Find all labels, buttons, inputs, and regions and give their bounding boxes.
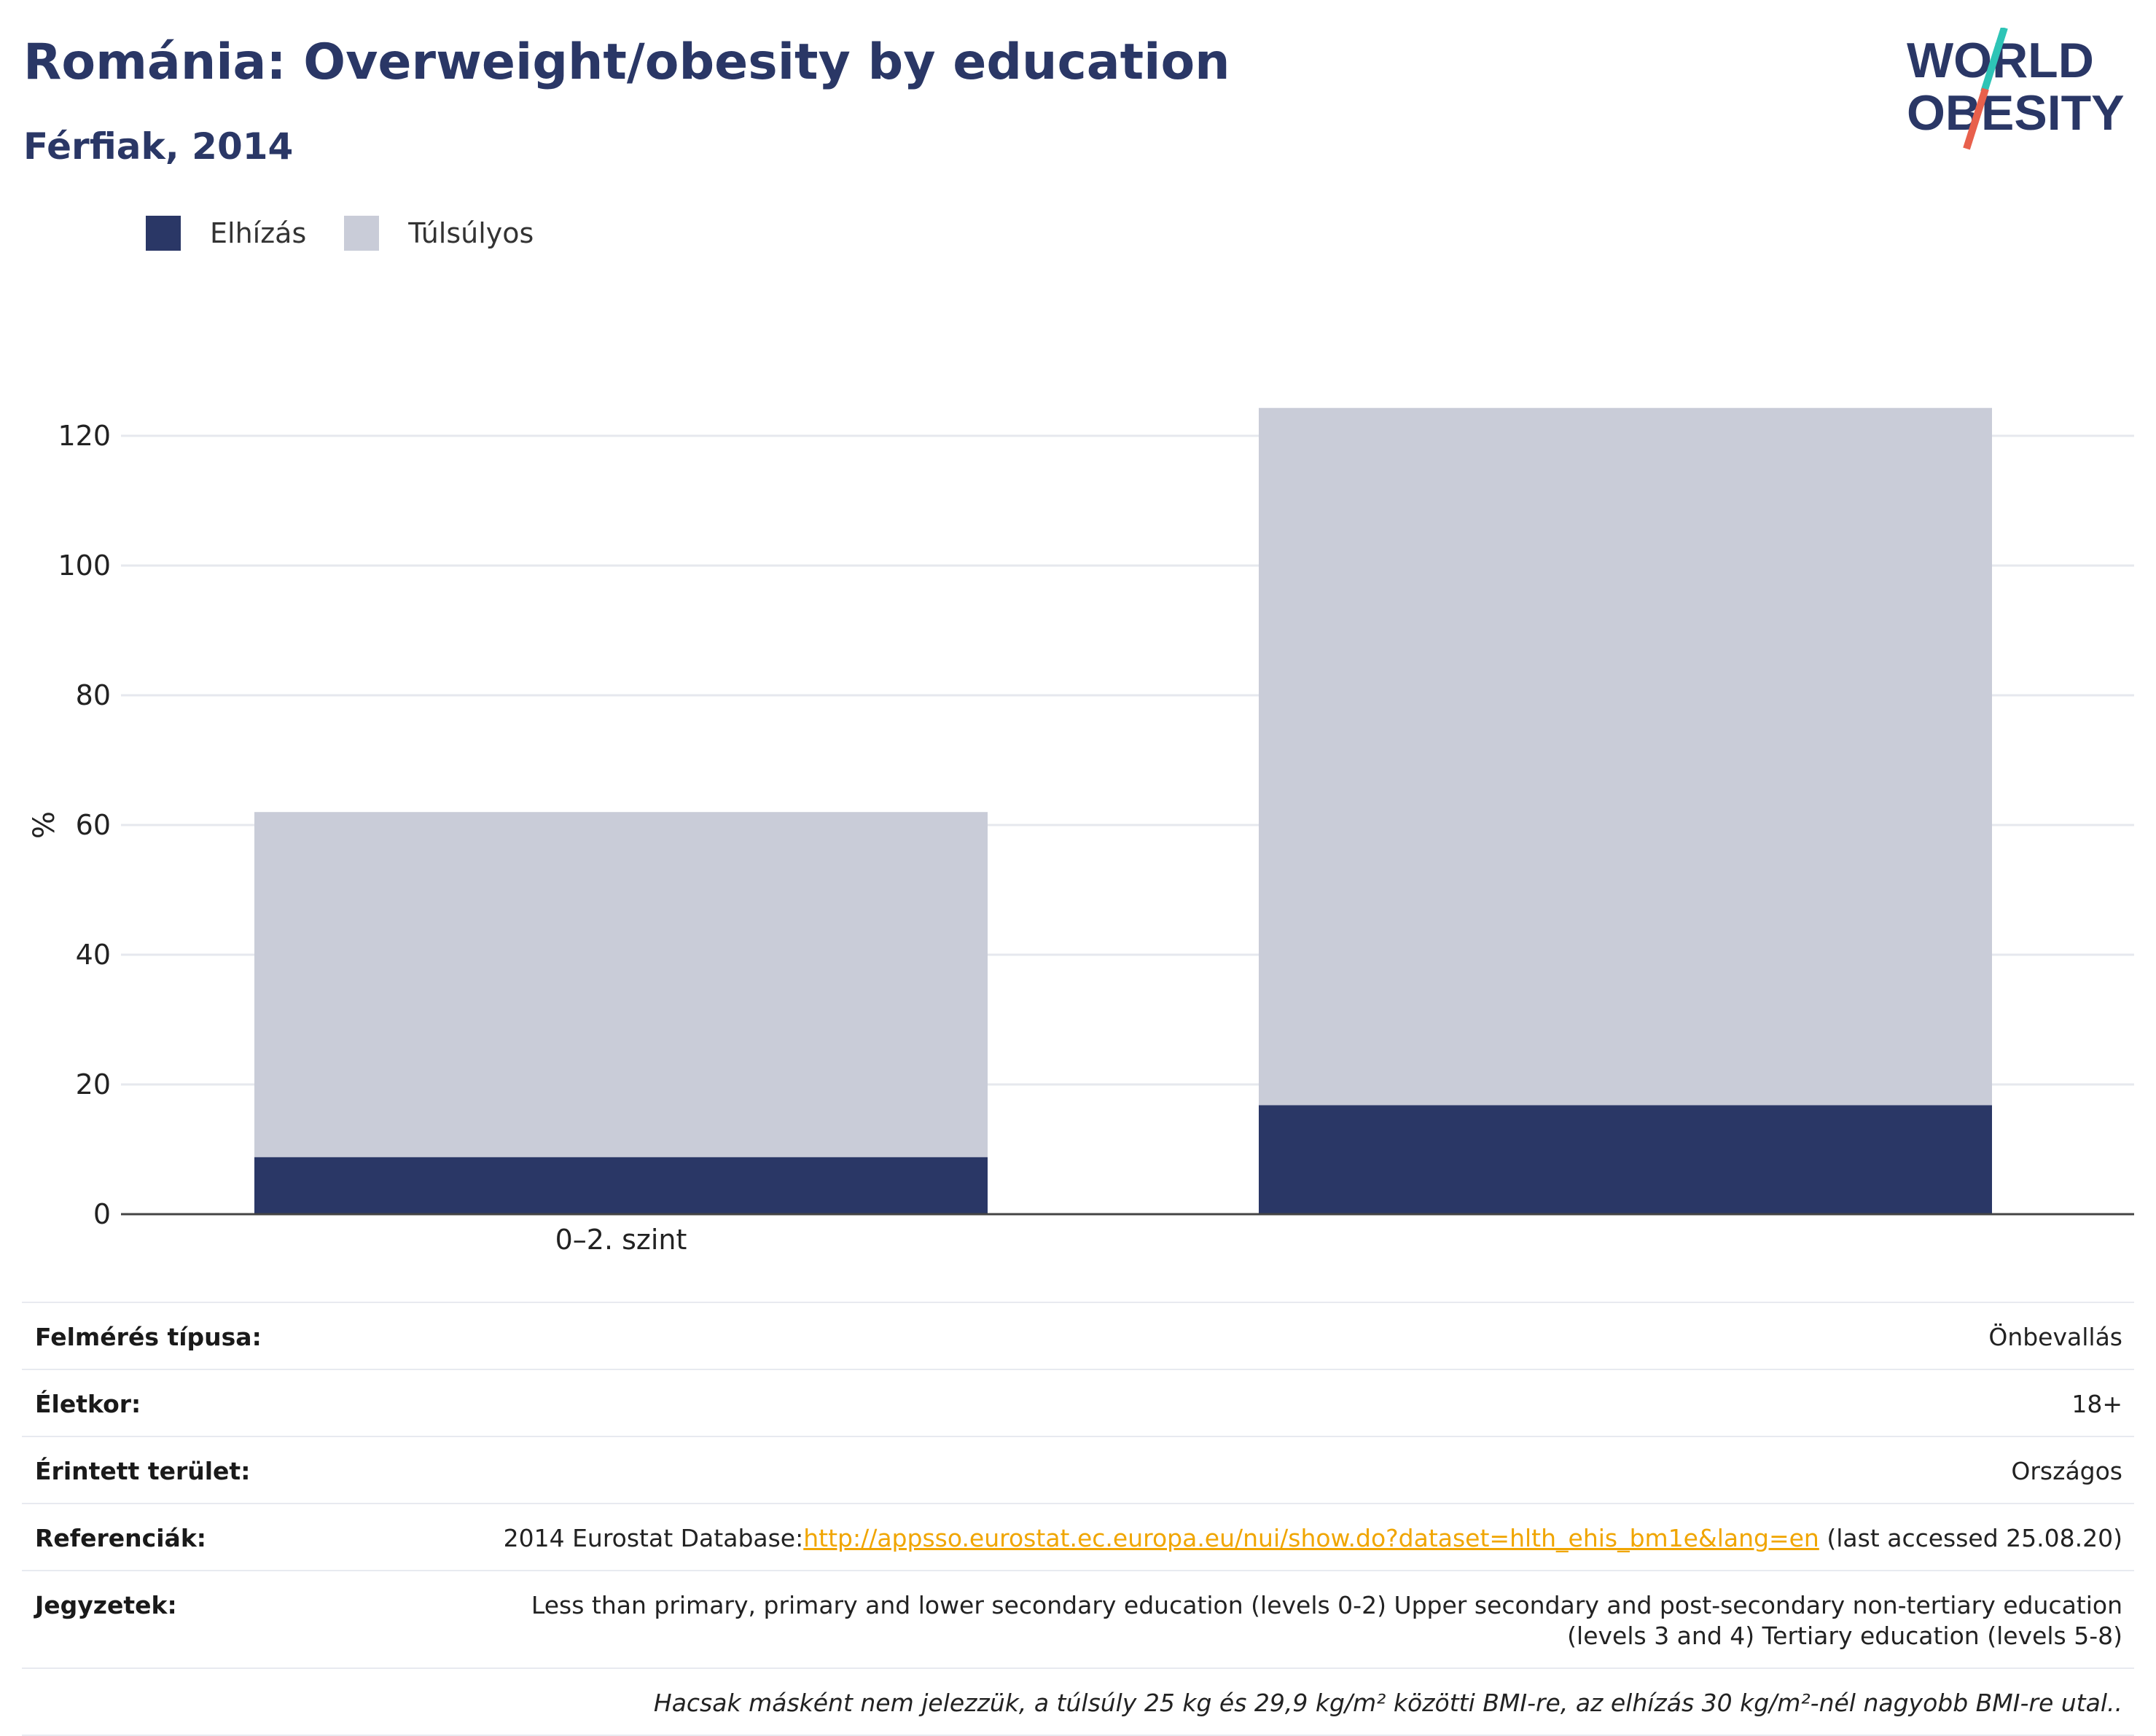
logo-slash-teal <box>1980 28 2008 93</box>
info-row-survey: Felmérés típusa: Önbevallás <box>22 1302 2134 1369</box>
legend-item-obesity[interactable]: Elhízás <box>146 216 306 251</box>
y-tick-label: 80 <box>76 679 111 711</box>
notes-line-1: Less than primary, primary and lower sec… <box>531 1591 2122 1619</box>
references-suffix: (last accessed 25.08.20) <box>1819 1524 2122 1552</box>
bar-overweight-2 <box>1259 407 1992 1106</box>
x-tick-label: 0–2. szint <box>555 1224 687 1256</box>
notes-label: Jegyzetek: <box>35 1591 177 1619</box>
bmi-footnote: Hacsak másként nem jelezzük, a túlsúly 2… <box>653 1689 2122 1717</box>
age-label: Életkor: <box>35 1390 141 1418</box>
legend-swatch-obesity <box>146 216 181 251</box>
legend-item-overweight[interactable]: Túlsúlyos <box>344 216 534 251</box>
logo-slash-coral <box>1963 87 1989 150</box>
notes-line-2: (levels 3 and 4) Tertiary education (lev… <box>1567 1622 2122 1650</box>
age-value: 18+ <box>2071 1390 2122 1418</box>
y-tick-label: 0 <box>93 1198 111 1230</box>
y-tick-label: 40 <box>76 939 111 971</box>
legend-label-obesity: Elhízás <box>210 217 307 249</box>
survey-type-label: Felmérés típusa: <box>35 1323 262 1351</box>
bar-obesity-1 <box>254 1157 988 1214</box>
info-row-footnote: Hacsak másként nem jelezzük, a túlsúly 2… <box>22 1667 2134 1736</box>
y-tick-label: 60 <box>76 809 111 841</box>
info-row-notes: Jegyzetek: Less than primary, primary an… <box>22 1570 2134 1667</box>
info-row-area: Érintett terület: Országos <box>22 1436 2134 1503</box>
chart-legend: Elhízás Túlsúlyos <box>146 216 571 251</box>
stacked-bar-chart: 0 20 40 60 80 100 120% 0–2. szint <box>28 407 2134 1256</box>
chart-title: Románia: Overweight/obesity by education <box>23 34 1230 91</box>
references-link[interactable]: http://appsso.eurostat.ec.europa.eu/nui/… <box>803 1524 1819 1552</box>
y-tick-label: 120 <box>58 420 111 452</box>
notes-value: Less than primary, primary and lower sec… <box>531 1590 2122 1651</box>
info-row-age: Életkor: 18+ <box>22 1369 2134 1436</box>
legend-label-overweight: Túlsúlyos <box>408 217 534 249</box>
bar-overweight-1 <box>254 812 988 1157</box>
y-tick-label: 20 <box>76 1068 111 1100</box>
y-axis-label: % <box>28 811 61 839</box>
logo-text-obesity: OBESITY <box>1907 85 2125 141</box>
survey-type-value: Önbevallás <box>1988 1323 2122 1351</box>
info-table: Felmérés típusa: Önbevallás Életkor: 18+… <box>22 1302 2134 1736</box>
area-value: Országos <box>2011 1457 2122 1485</box>
references-label: Referenciák: <box>35 1524 206 1552</box>
area-label: Érintett terület: <box>35 1457 251 1485</box>
references-value: 2014 Eurostat Database:http://appsso.eur… <box>504 1523 2122 1554</box>
legend-swatch-overweight <box>344 216 380 251</box>
references-prefix: 2014 Eurostat Database: <box>503 1524 804 1552</box>
chart-subtitle: Férfiak, 2014 <box>23 125 294 168</box>
y-tick-label: 100 <box>58 550 111 582</box>
world-obesity-logo: WORLD OBESITY <box>1907 28 2125 150</box>
info-row-references: Referenciák: 2014 Eurostat Database:http… <box>22 1503 2134 1570</box>
bar-obesity-2 <box>1259 1105 1992 1214</box>
